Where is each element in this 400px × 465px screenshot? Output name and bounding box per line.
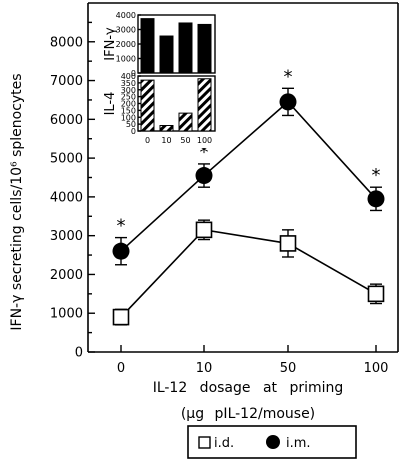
inset-bar <box>140 18 155 74</box>
significance-markers: * * * * <box>117 66 381 236</box>
data-point-circle <box>195 167 213 185</box>
inset-bar <box>178 112 193 132</box>
data-point-circle <box>367 190 385 208</box>
inset-y-tick-label: 350 <box>121 79 136 88</box>
series-im <box>112 87 385 266</box>
data-point-circle <box>279 93 297 111</box>
data-point-square <box>367 285 385 303</box>
inset-y-tick-label: 300 <box>121 86 136 95</box>
y-tick-label: 6000 <box>50 113 83 128</box>
x-tick-label: 0 <box>117 361 125 376</box>
inset-y-tick-label: 150 <box>121 106 136 115</box>
x-tick-label: 50 <box>280 361 297 376</box>
significance-star: * <box>372 165 381 186</box>
legend: i.d. i.m. <box>187 425 357 459</box>
data-point-square <box>279 235 297 252</box>
series-line <box>120 100 377 252</box>
inset-x-tick-label: 10 <box>161 136 171 145</box>
y-tick-label: 8000 <box>50 35 83 50</box>
main-y-ticks: 0 1000 2000 3000 4000 5000 6000 7000 8000 <box>50 21 95 361</box>
legend-open-square-marker <box>198 436 211 449</box>
inset-panel-label: IL-4 <box>103 92 118 116</box>
legend-label-im: i.m. <box>286 436 311 451</box>
x-tick-label: 100 <box>364 361 389 376</box>
inset-x-tick-label: 50 <box>180 136 190 145</box>
significance-star: * <box>200 142 209 163</box>
main-x-ticks: 0 10 50 100 <box>117 345 389 376</box>
inset-y-tick-label: 0 <box>131 127 136 136</box>
y-tick-label: 2000 <box>50 268 83 283</box>
inset-x-tick-label: 100 <box>197 136 212 145</box>
series-id <box>112 219 385 326</box>
inset-panel-ifn: 0 1000 2000 3000 4000 IFN-γ <box>103 11 216 78</box>
inset-x-ticks: 0 10 50 100 <box>145 136 212 145</box>
legend-label-id: i.d. <box>214 436 234 451</box>
x-axis-label: IL-12 dosage at priming <box>153 380 344 396</box>
inset-y-tick-label: 200 <box>121 100 136 109</box>
inset-x-tick-label: 0 <box>145 136 150 145</box>
data-point-circle <box>112 242 130 260</box>
data-point-square <box>195 221 213 239</box>
inset-bar <box>197 23 212 74</box>
inset-y-tick-label: 2000 <box>116 40 136 49</box>
inset-y-tick-label: 1000 <box>116 55 136 64</box>
inset-y-tick-label: 100 <box>121 113 136 122</box>
inset-y-tick-label: 250 <box>121 93 136 102</box>
legend-filled-circle-marker <box>266 435 280 449</box>
series-line <box>120 228 377 318</box>
x-axis-label-units: (μg pIL-12/mouse) <box>181 406 315 422</box>
inset-bar <box>178 22 193 74</box>
inset-y-tick-label: 0 <box>131 69 136 78</box>
inset-panel-label: IFN-γ <box>103 27 118 61</box>
y-tick-label: 7000 <box>50 74 83 89</box>
inset-bar <box>140 79 155 132</box>
x-tick-label: 10 <box>196 361 213 376</box>
significance-star: * <box>117 216 126 237</box>
inset-y-tick-label: 400 <box>121 72 136 81</box>
series-layer: * * * * <box>112 66 385 326</box>
y-tick-label: 3000 <box>50 229 83 244</box>
y-tick-label: 1000 <box>50 307 83 322</box>
inset-bar <box>159 35 174 74</box>
y-tick-label: 0 <box>75 346 83 361</box>
inset-bar <box>197 78 212 132</box>
legend-frame <box>187 425 357 459</box>
y-tick-label: 5000 <box>50 152 83 167</box>
inset-chart: 01000200030004000IFN-γ050100150200250300… <box>103 7 217 148</box>
inset-y-tick-label: 4000 <box>116 11 136 20</box>
significance-star: * <box>284 66 293 87</box>
inset-y-tick-label: 50 <box>126 120 136 129</box>
inset-bar <box>159 125 174 132</box>
inset-y-tick-label: 3000 <box>116 26 136 35</box>
data-point-square <box>112 308 130 326</box>
y-tick-label: 4000 <box>50 190 83 205</box>
y-axis-label: IFN-γ secreting cells/10⁶ splenocytes <box>9 73 25 330</box>
